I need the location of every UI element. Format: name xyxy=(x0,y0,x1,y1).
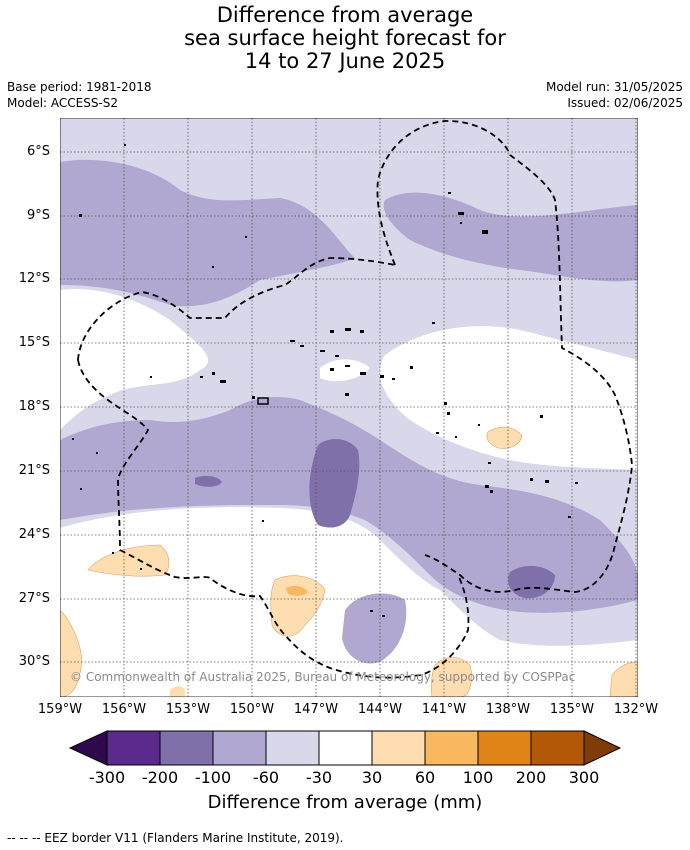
colorbar-segment xyxy=(106,730,161,766)
meta-left: Base period: 1981-2018 Model: ACCESS-S2 xyxy=(7,79,152,111)
colorbar-segment xyxy=(212,730,267,766)
lat-label: 15°S xyxy=(18,335,50,350)
title-line-3: 14 to 27 June 2025 xyxy=(244,49,446,73)
above-average-core xyxy=(286,585,308,596)
strong-below-average-patch-east xyxy=(508,565,555,599)
colorbar-segment xyxy=(371,730,426,766)
model-name: Model: ACCESS-S2 xyxy=(7,96,119,110)
colorbar-tick-label: 100 xyxy=(462,768,494,787)
meta-right: Model run: 31/05/2025 Issued: 02/06/2025 xyxy=(546,79,683,111)
lat-label: 6°S xyxy=(26,144,50,159)
below-average-band-northeast xyxy=(383,192,638,282)
lat-label: 21°S xyxy=(18,463,50,478)
above-average-patch-5 xyxy=(430,657,472,697)
near-average-region-west xyxy=(60,289,209,430)
below-average-patch-south xyxy=(342,593,407,664)
lat-label: 9°S xyxy=(26,208,50,223)
below-average-band-north xyxy=(60,159,355,307)
lon-label: 135°W xyxy=(549,702,595,717)
lat-label: 12°S xyxy=(18,271,50,286)
lon-label: 147°W xyxy=(293,702,339,717)
lat-label: 30°S xyxy=(18,654,50,669)
near-average-region-east xyxy=(379,326,638,470)
lon-label: 150°W xyxy=(229,702,275,717)
lat-label: 27°S xyxy=(18,591,50,606)
lon-label: 141°W xyxy=(421,702,467,717)
above-average-patch-7 xyxy=(170,686,185,697)
lon-label: 159°W xyxy=(37,702,83,717)
colorbar-tick-label: -60 xyxy=(252,768,280,787)
map-plot-area xyxy=(60,118,638,697)
title-line-2: sea surface height forecast for xyxy=(184,26,506,50)
colorbar xyxy=(68,730,622,766)
lat-label: 18°S xyxy=(18,399,50,414)
colorbar-segment xyxy=(477,730,532,766)
colorbar-segment xyxy=(424,730,479,766)
map-title: Difference from average sea surface heig… xyxy=(0,4,690,73)
title-line-1: Difference from average xyxy=(216,3,474,27)
colorbar-max-extension xyxy=(583,730,622,766)
model-run: Model run: 31/05/2025 xyxy=(545,80,683,94)
eez-footnote: -- -- -- EEZ border V11 (Flanders Marine… xyxy=(7,831,344,845)
near-average-region-south xyxy=(60,507,638,697)
above-average-patch-6 xyxy=(609,661,638,697)
above-average-patch-4 xyxy=(60,609,83,697)
lon-label: 138°W xyxy=(485,702,531,717)
colorbar-segment xyxy=(159,730,214,766)
colorbar-tick-label: -30 xyxy=(305,768,333,787)
lon-label: 156°W xyxy=(101,702,147,717)
above-average-patch-1 xyxy=(87,544,170,577)
lon-label: 132°W xyxy=(613,702,659,717)
colorbar-tick-label: 30 xyxy=(361,768,383,787)
colorbar-tick-label: -300 xyxy=(88,768,126,787)
colorbar-title: Difference from average (mm) xyxy=(207,792,483,813)
near-average-region-north-patch xyxy=(320,359,370,382)
above-average-patch-3 xyxy=(486,426,523,449)
colorbar-tick-label: -200 xyxy=(141,768,179,787)
lat-label: 24°S xyxy=(18,527,50,542)
colorbar-segment xyxy=(318,730,373,766)
eez-border xyxy=(77,120,633,679)
base-period: Base period: 1981-2018 xyxy=(7,80,152,94)
above-average-patch-2 xyxy=(270,575,326,637)
colorbar-min-extension xyxy=(68,730,108,766)
strong-below-average-core xyxy=(309,438,360,528)
copyright-notice: © Commonwealth of Australia 2025, Bureau… xyxy=(70,670,576,684)
issued-date: Issued: 02/06/2025 xyxy=(567,96,683,110)
island-markers xyxy=(72,144,578,617)
colorbar-segment xyxy=(265,730,320,766)
lon-label: 144°W xyxy=(357,702,403,717)
colorbar-tick-label: 200 xyxy=(515,768,547,787)
strong-below-average-patch-west xyxy=(195,475,222,487)
colorbar-tick-label: 60 xyxy=(414,768,436,787)
colorbar-tick-label: -100 xyxy=(194,768,232,787)
lon-label: 153°W xyxy=(165,702,211,717)
colorbar-segment xyxy=(530,730,585,766)
colorbar-tick-label: 300 xyxy=(568,768,600,787)
